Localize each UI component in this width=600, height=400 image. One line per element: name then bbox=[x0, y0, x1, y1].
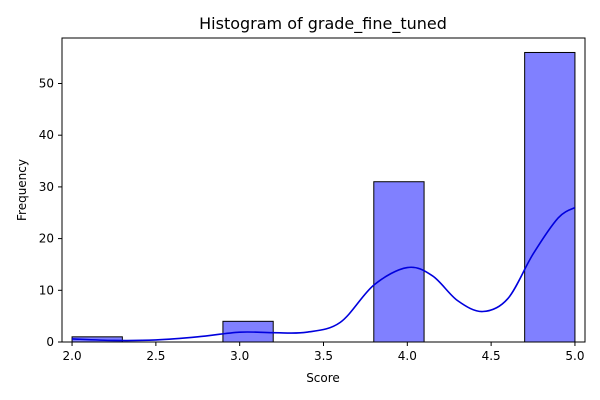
y-tick-label-1: 10 bbox=[39, 283, 54, 297]
y-tick-label-0: 0 bbox=[46, 335, 54, 349]
x-tick-label-5: 4.5 bbox=[482, 349, 501, 363]
y-axis-label: Frequency bbox=[15, 159, 29, 221]
y-tick-label-4: 40 bbox=[39, 128, 54, 142]
chart-title: Histogram of grade_fine_tuned bbox=[199, 14, 447, 34]
x-axis-label: Score bbox=[306, 371, 340, 385]
x-tick-label-3: 3.5 bbox=[314, 349, 333, 363]
x-tick-label-2: 3.0 bbox=[230, 349, 249, 363]
y-tick-label-5: 50 bbox=[39, 76, 54, 90]
y-axis-ticks: 0 10 20 30 40 50 bbox=[39, 76, 62, 349]
x-tick-label-0: 2.0 bbox=[63, 349, 82, 363]
plot-frame bbox=[61, 37, 586, 343]
kde-curve bbox=[72, 206, 576, 342]
x-axis-ticks: 2.0 2.5 3.0 3.5 4.0 4.5 5.0 bbox=[63, 342, 584, 363]
bars-layer bbox=[71, 51, 576, 343]
y-tick-label-3: 30 bbox=[39, 180, 54, 194]
histogram-bar-9 bbox=[524, 51, 576, 343]
x-tick-label-6: 5.0 bbox=[565, 349, 584, 363]
y-tick-label-2: 20 bbox=[39, 232, 54, 246]
x-tick-label-1: 2.5 bbox=[146, 349, 165, 363]
histogram-bar-6 bbox=[373, 181, 425, 343]
x-tick-label-4: 4.0 bbox=[398, 349, 417, 363]
